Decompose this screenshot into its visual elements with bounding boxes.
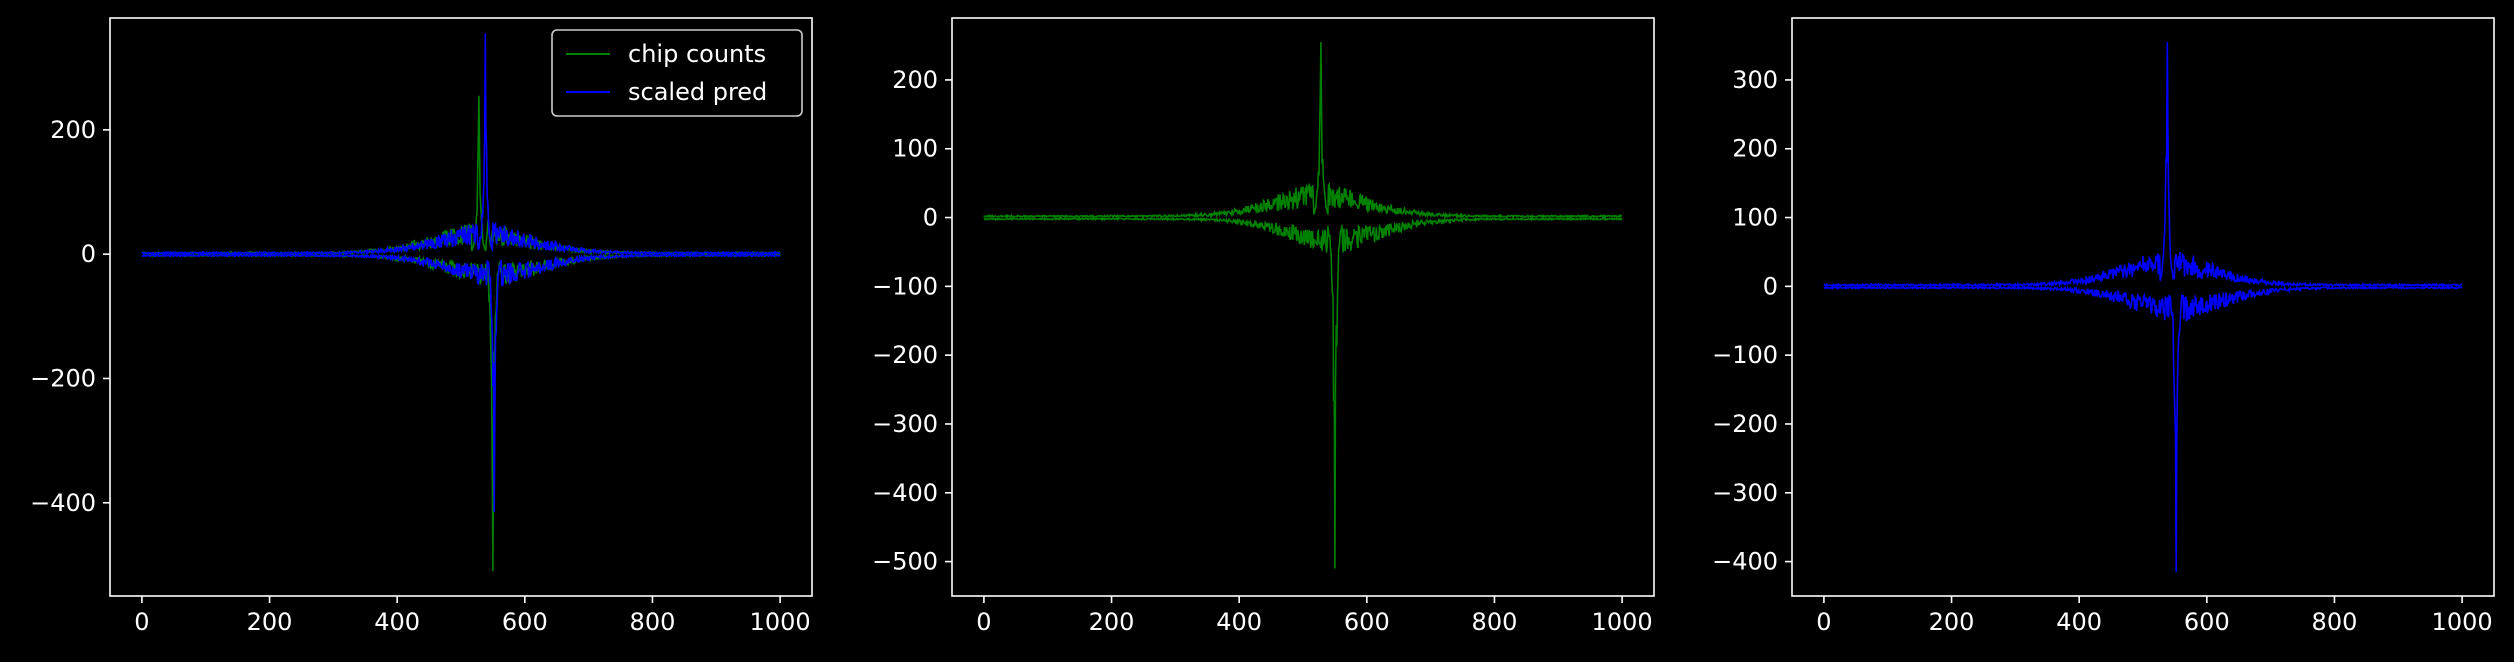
x-tick-label: 1000	[2432, 608, 2493, 636]
y-tick-label: 100	[1732, 204, 1778, 232]
series-line-negative	[983, 216, 1623, 569]
y-tick-label: −400	[1712, 548, 1778, 576]
y-tick-label: −300	[872, 410, 938, 438]
y-tick-label: 200	[1732, 135, 1778, 163]
y-tick-label: −100	[1712, 341, 1778, 369]
x-tick-label: 0	[134, 608, 149, 636]
axes-frame	[1791, 17, 2495, 597]
series-lines	[983, 42, 1623, 569]
x-tick-label: 1000	[1592, 608, 1653, 636]
series-line-positive	[1823, 42, 2463, 288]
x-tick-label: 800	[2312, 608, 2358, 636]
series-line-negative	[1823, 285, 2463, 572]
series-line-positive	[983, 42, 1623, 220]
y-tick-label: 200	[892, 66, 938, 94]
x-tick-label: 200	[1929, 608, 1975, 636]
series-line-negative	[141, 252, 781, 513]
y-tick-label: 300	[1732, 66, 1778, 94]
chart-panel-middle: 0 200 400 600 800 1000 −500 −400 −300 −200 −100 0 10…	[872, 17, 1655, 636]
x-tick-label: 400	[2056, 608, 2102, 636]
y-tick-label: −200	[1712, 410, 1778, 438]
x-tick-label: 400	[374, 608, 420, 636]
chart-panel-left: 0 200 400 600 800 1000 −400 −200 0 200 chip counts…	[30, 17, 813, 636]
legend-box	[551, 29, 803, 117]
y-tick-label: −500	[872, 548, 938, 576]
y-tick-label: −400	[30, 489, 96, 517]
y-tick-label: −200	[30, 364, 96, 392]
y-tick-label: 100	[892, 135, 938, 163]
y-tick-label: 0	[923, 204, 938, 232]
y-tick-label: 0	[1763, 272, 1778, 300]
x-tick-label: 600	[502, 608, 548, 636]
series-line-positive	[141, 33, 781, 256]
x-tick-label: 1000	[750, 608, 811, 636]
series-lines	[1823, 42, 2463, 572]
legend-entry: chip counts	[628, 40, 766, 68]
x-tick-label: 0	[976, 608, 991, 636]
chart-panel-right: 0 200 400 600 800 1000 −400 −300 −200 −100 0 100 200…	[1712, 17, 2495, 636]
x-tick-label: 200	[1089, 608, 1135, 636]
x-tick-label: 600	[1344, 608, 1390, 636]
x-tick-label: 0	[1816, 608, 1831, 636]
y-tick-label: 200	[50, 116, 96, 144]
y-tick-label: 0	[81, 240, 96, 268]
x-tick-label: 800	[630, 608, 676, 636]
x-tick-label: 600	[2184, 608, 2230, 636]
y-tick-label: −200	[872, 341, 938, 369]
y-tick-label: −100	[872, 272, 938, 300]
x-tick-label: 400	[1216, 608, 1262, 636]
y-tick-label: −300	[1712, 479, 1778, 507]
series-lines	[141, 33, 781, 572]
x-tick-label: 800	[1472, 608, 1518, 636]
y-tick-label: −400	[872, 479, 938, 507]
x-tick-label: 200	[247, 608, 293, 636]
legend: chip counts scaled pred	[551, 29, 803, 117]
axes-frame	[109, 17, 813, 597]
legend-entry: scaled pred	[628, 78, 767, 106]
axes-frame	[951, 17, 1655, 597]
